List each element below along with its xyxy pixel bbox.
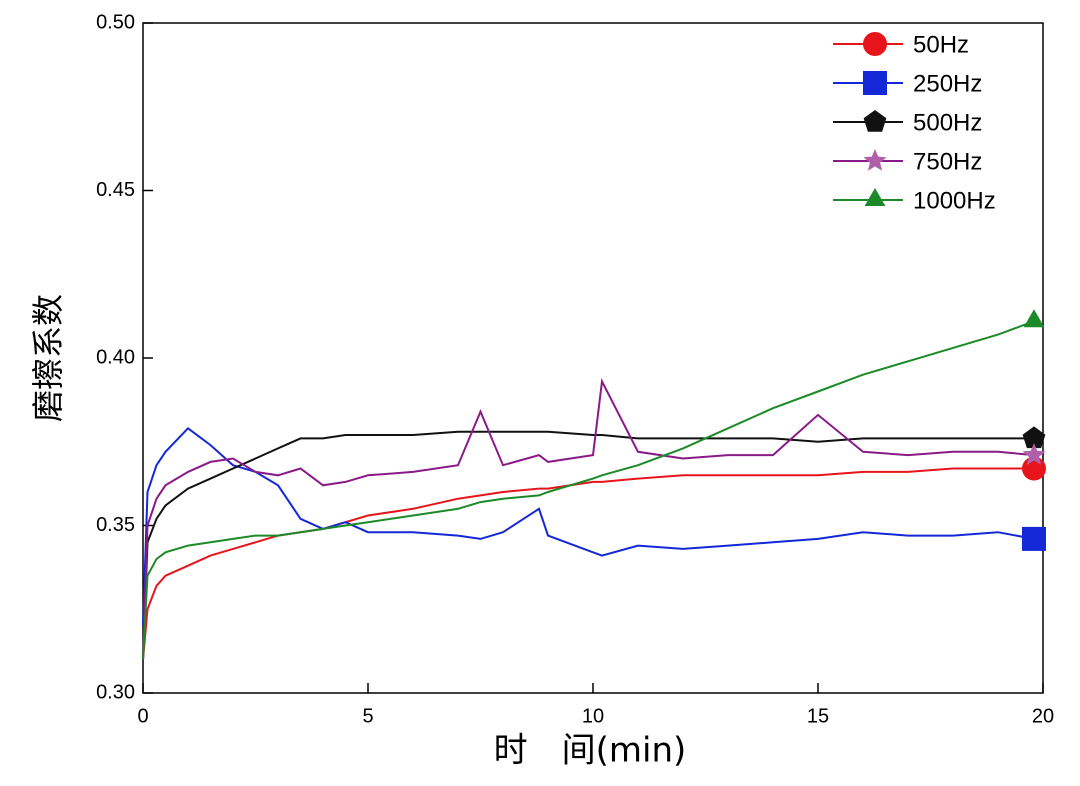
x-tick-label: 15 [807,705,829,727]
x-axis-label: 时 间(min) [494,731,687,771]
legend-label: 50Hz [913,31,969,58]
series-line [142,467,1034,660]
legend-marker [863,149,887,171]
marker [1023,309,1045,328]
y-tick-label: 0.35 [96,514,135,536]
legend-label: 500Hz [913,109,982,136]
y-tick-label: 0.50 [96,11,135,33]
legend-marker [863,32,887,56]
legend-marker [863,71,887,95]
x-tick-label: 20 [1032,705,1054,727]
legend-label: 1000Hz [913,187,996,214]
y-tick-label: 0.30 [96,681,135,703]
x-tick-label: 5 [362,705,373,727]
series-line [142,426,1035,627]
series-line [142,378,1035,660]
marker [1022,426,1046,449]
legend-marker [864,188,886,206]
y-axis-label: 磨擦系数 [29,294,67,422]
y-tick-label: 0.40 [96,346,135,368]
legend-label: 750Hz [913,148,982,175]
series-line [142,320,1035,660]
marker [1022,443,1046,465]
y-tick-label: 0.45 [96,179,135,201]
x-tick-label: 0 [137,705,148,727]
marker [1022,526,1046,551]
x-tick-label: 10 [582,705,604,727]
legend-marker [863,110,887,132]
legend-label: 250Hz [913,70,982,97]
series-line [142,430,1034,660]
plot-frame [142,22,1044,694]
